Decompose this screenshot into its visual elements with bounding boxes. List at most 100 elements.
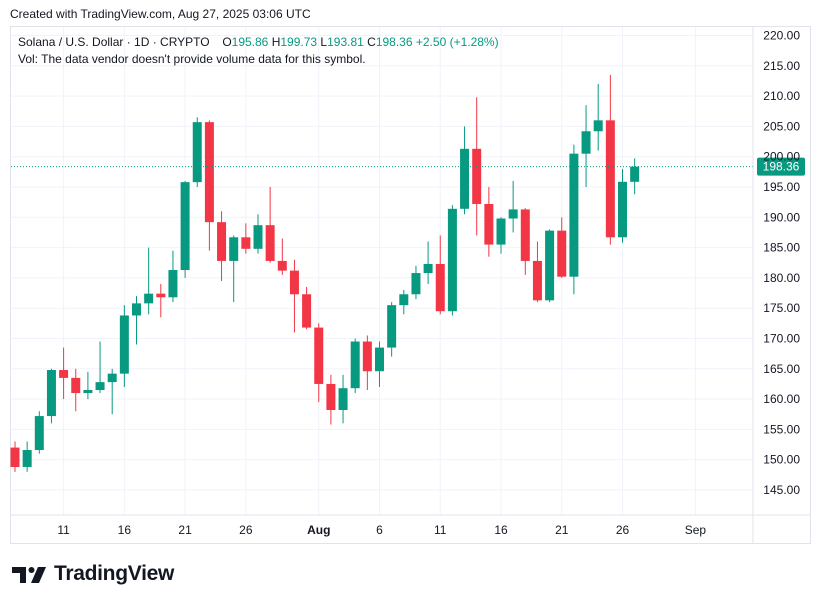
candle — [435, 235, 445, 315]
candle-body — [71, 377, 81, 394]
chart-frame[interactable] — [10, 26, 811, 544]
candle-body — [107, 373, 117, 383]
symbol-title: Solana / U.S. Dollar · 1D · CRYPTO — [18, 35, 210, 49]
candle-body — [605, 120, 615, 238]
candle — [277, 238, 287, 275]
y-tick-label: 145.00 — [763, 483, 800, 497]
candle-body — [545, 230, 555, 301]
x-axis: 11 16 21 26 Aug 6 11 16 21 26 Sep — [11, 514, 810, 537]
candle — [95, 341, 105, 394]
candle-body — [350, 341, 360, 389]
open-value: 195.86 — [231, 35, 269, 49]
candle-body — [229, 237, 239, 261]
candle — [59, 347, 69, 400]
candle-body — [338, 388, 348, 411]
high-value: 199.73 — [280, 35, 318, 49]
candle-body — [435, 263, 445, 312]
candle-body — [326, 383, 336, 411]
candle-body — [520, 209, 530, 261]
candle — [557, 217, 567, 278]
y-tick-label: 160.00 — [763, 392, 800, 406]
candle — [399, 290, 409, 315]
candle — [107, 368, 117, 415]
candle — [156, 283, 166, 318]
candle-body — [180, 182, 190, 271]
x-tick-label: Sep — [685, 523, 707, 537]
candle — [508, 180, 518, 233]
low-value: 193.81 — [327, 35, 364, 49]
candle — [217, 211, 227, 281]
y-tick-label: 165.00 — [763, 362, 800, 376]
candle — [618, 168, 627, 243]
candle — [253, 214, 263, 254]
x-tick-label: 21 — [555, 523, 569, 537]
candle-body — [460, 148, 470, 209]
candle — [411, 265, 421, 300]
candle — [144, 247, 154, 315]
candle — [460, 126, 470, 215]
candle-body — [496, 218, 506, 245]
x-tick-label: 11 — [434, 523, 447, 537]
y-tick-label: 210.00 — [763, 89, 800, 103]
tradingview-logo[interactable]: TradingView — [12, 562, 174, 586]
candle-body — [156, 293, 166, 298]
candle — [168, 250, 178, 303]
candle — [241, 223, 251, 254]
candle — [204, 120, 214, 251]
volume-note: Vol: The data vendor doesn't provide vol… — [18, 52, 366, 66]
x-tick-label: 16 — [118, 523, 132, 537]
y-tick-label: 170.00 — [763, 332, 800, 346]
tradingview-logo-icon — [12, 567, 46, 583]
candle-body — [289, 270, 299, 295]
candle-body — [277, 260, 287, 271]
x-tick-label: 6 — [376, 523, 383, 537]
x-tick-label: 21 — [178, 523, 192, 537]
low-label: L — [320, 35, 328, 49]
candle-body — [472, 148, 482, 204]
y-tick-label: 175.00 — [763, 301, 800, 315]
candle-body — [265, 225, 275, 261]
candle-body — [59, 370, 69, 378]
candle — [350, 338, 360, 394]
candle-body — [508, 209, 518, 219]
candle-body — [119, 315, 129, 374]
candle-body — [532, 260, 542, 301]
candle-body — [302, 294, 312, 328]
candle-body — [204, 122, 214, 223]
candle — [265, 187, 275, 263]
candle — [229, 235, 239, 303]
candle-body — [569, 153, 579, 277]
candle-body — [10, 447, 20, 467]
x-tick-label: 11 — [57, 523, 70, 537]
candle — [593, 83, 603, 151]
candle-body — [95, 382, 105, 391]
candle — [630, 158, 640, 195]
candle-body — [484, 203, 494, 245]
candle-body — [168, 270, 178, 298]
candle — [46, 368, 56, 424]
y-axis: 145.00 150.00 155.00 160.00 165.00 170.00 175.… — [752, 27, 800, 543]
candle — [484, 187, 494, 257]
open-label: O — [222, 35, 232, 49]
close-value: 198.36 — [375, 35, 413, 49]
candles — [10, 74, 640, 472]
last-price-badge — [757, 157, 805, 176]
last-price-label: 198.36 — [763, 160, 800, 174]
candle-body — [447, 208, 457, 312]
grid-lines — [11, 27, 753, 515]
y-tick-label: 180.00 — [763, 271, 800, 285]
candle — [496, 217, 506, 254]
y-tick-label: 195.00 — [763, 180, 800, 194]
candle — [362, 335, 372, 391]
candle-body — [362, 341, 372, 372]
candle-body — [557, 230, 567, 277]
candle — [605, 74, 615, 245]
candle-body — [593, 120, 603, 132]
candle-body — [22, 450, 32, 467]
candle — [387, 302, 397, 357]
last-price-line: 198.36 — [11, 157, 805, 176]
candle — [545, 229, 555, 303]
candle-body — [411, 273, 421, 295]
candle — [326, 374, 336, 425]
